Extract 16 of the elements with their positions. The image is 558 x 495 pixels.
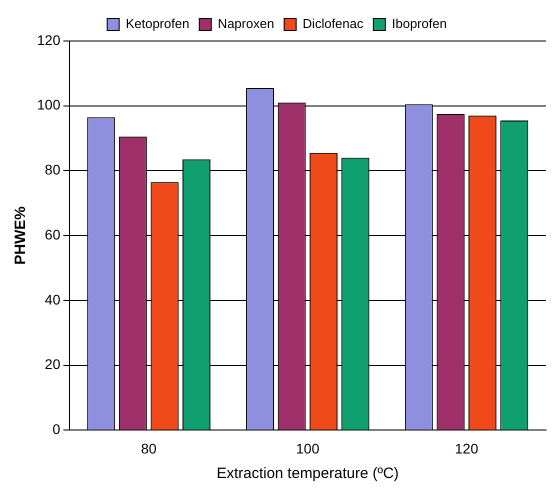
legend-label: Naproxen [218,16,274,32]
y-tick-label: 40 [44,291,61,308]
y-axis-title: PHWE% [12,206,30,265]
y-tick-label: 0 [52,421,61,438]
y-tick-label: 60 [44,226,61,242]
legend-label: Ketoprofen [126,16,190,32]
x-tick-label: 120 [454,440,478,456]
y-tick-label: 20 [44,356,61,372]
x-tick-label: 100 [296,440,320,456]
y-tick-label: 100 [37,96,61,113]
legend-label: Iboprofen [392,16,447,32]
y-tick-label: 120 [37,32,61,48]
x-axis-title: Extraction temperature (ºC) [216,465,399,482]
legend-label: Diclofenac [302,16,364,32]
y-tick-label: 80 [44,162,61,178]
x-tick-label: 80 [141,440,157,456]
